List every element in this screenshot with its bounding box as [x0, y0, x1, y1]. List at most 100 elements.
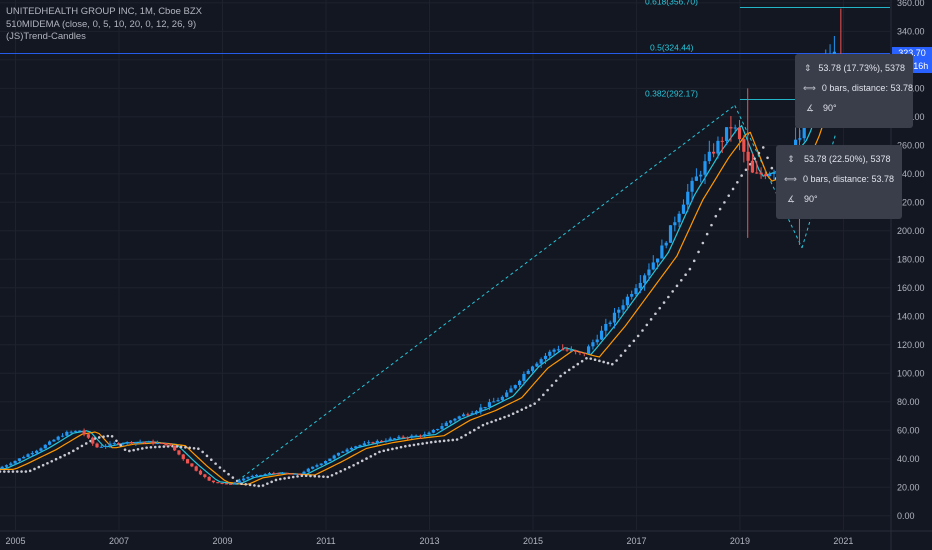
ema-slow-dot	[542, 393, 545, 397]
ema-slow-dot	[153, 445, 157, 449]
candle-body	[60, 435, 65, 437]
candle-body	[224, 483, 228, 485]
candle-body	[272, 473, 276, 475]
symbol-title[interactable]: UNITEDHEALTH GROUP INC, 1M, Cboe BZX	[6, 6, 203, 17]
candle-body	[78, 430, 82, 432]
candle-body	[630, 294, 634, 297]
ema-slow-dot	[84, 442, 88, 445]
measure-bars-text: 0 bars, distance: 53.78	[802, 174, 894, 184]
candle-body	[742, 139, 746, 152]
candle-body	[591, 342, 595, 347]
candle-body	[237, 480, 241, 483]
candle-body	[720, 140, 724, 142]
ema-slow-dot	[76, 447, 79, 450]
candle-body	[168, 445, 172, 447]
price-tick-label: 80.00	[897, 397, 920, 407]
ema-slow-dot	[442, 439, 446, 443]
chart-legend: UNITEDHEALTH GROUP INC, 1M, Cboe BZX 510…	[6, 6, 202, 44]
ema-slow-dot	[671, 290, 674, 293]
candle-body	[367, 442, 371, 444]
ema-slow-dot	[378, 450, 381, 454]
candle-body	[341, 451, 345, 453]
ema-slow-dot	[507, 414, 511, 417]
candle-body	[737, 127, 742, 140]
candle-body	[651, 262, 655, 270]
ema-slow-dot	[270, 480, 273, 484]
ema-slow-dot	[645, 323, 649, 327]
ema-slow-dot	[41, 463, 45, 467]
candle-body	[194, 466, 198, 471]
candle-body	[604, 323, 608, 331]
candle-body	[280, 472, 285, 474]
ema-slow-dot	[585, 357, 588, 360]
candle-body	[311, 466, 315, 469]
candle-body	[177, 450, 181, 455]
ema-slow-dot	[692, 259, 696, 263]
candle-body	[414, 435, 418, 437]
ema-slow-dot	[593, 358, 597, 362]
ema-slow-dot	[490, 420, 493, 424]
ema-slow-dot	[0, 470, 2, 473]
candle-body	[392, 438, 397, 440]
ema-slow-dot	[675, 284, 679, 288]
candle-body	[26, 454, 30, 457]
angle-icon: ∡	[786, 194, 796, 204]
candle-body	[254, 474, 259, 476]
ema-slow-dot	[455, 438, 459, 441]
ema-slow-dot	[658, 306, 662, 310]
grid-lines	[0, 0, 890, 530]
candle-body	[82, 430, 86, 435]
ema-slow-dot	[701, 241, 705, 245]
candle-body	[332, 455, 336, 459]
candle-body	[509, 388, 513, 393]
candle-body	[345, 449, 349, 452]
candle-body	[242, 478, 246, 481]
ema-slow-dot	[136, 447, 140, 451]
candle-body	[17, 458, 22, 461]
ema-slow-dot	[162, 445, 166, 448]
ema-slow-dot	[684, 273, 687, 276]
candle-body	[750, 160, 755, 173]
candle-body	[323, 461, 328, 464]
candle-body	[39, 448, 43, 451]
ema-slow-dot	[580, 359, 584, 363]
ema-slow-dot	[546, 388, 549, 392]
ema-slow-dot	[619, 354, 623, 357]
indicator-trend-candles-label[interactable]: (JS)Trend-Candles	[6, 31, 86, 42]
candle-body	[763, 174, 767, 177]
ema-slow-dot	[641, 329, 644, 332]
price-tick-label: 220.00	[897, 197, 925, 207]
time-tick-label: 2015	[523, 536, 543, 546]
ema-slow-dot	[606, 361, 610, 365]
candle-body	[690, 180, 694, 192]
candle-body	[397, 436, 401, 439]
ema-slow-dot	[28, 469, 32, 473]
ema-slow-dot	[632, 339, 636, 343]
candle-body	[207, 476, 211, 481]
candle-body	[461, 414, 466, 417]
candle-body	[548, 351, 552, 356]
candle-body	[655, 258, 660, 263]
price-tick-label: 100.00	[897, 368, 925, 378]
candle-body	[449, 420, 453, 423]
ema-slow-dot	[287, 476, 291, 480]
candle-body	[354, 446, 358, 448]
candle-body	[362, 443, 366, 446]
indicator-ema-label[interactable]: 510MIDEMA (close, 0, 5, 10, 20, 0, 12, 2…	[6, 18, 197, 30]
ema-slow-dot	[132, 448, 135, 452]
ema-slow-dot	[382, 449, 386, 453]
ema-slow-dot	[464, 433, 467, 437]
candle-body	[569, 350, 573, 352]
candle-body	[647, 269, 651, 276]
candle-body	[716, 140, 720, 154]
ema-slow-dot	[602, 360, 605, 364]
ema-slow-dot	[688, 267, 692, 271]
candle-body	[703, 161, 707, 175]
ema-slow-dot	[218, 466, 222, 469]
candle-body	[802, 120, 806, 139]
ema-slow-dot	[473, 428, 476, 432]
candle-body	[522, 374, 526, 381]
candle-body	[436, 428, 440, 430]
candle-body	[759, 172, 763, 175]
